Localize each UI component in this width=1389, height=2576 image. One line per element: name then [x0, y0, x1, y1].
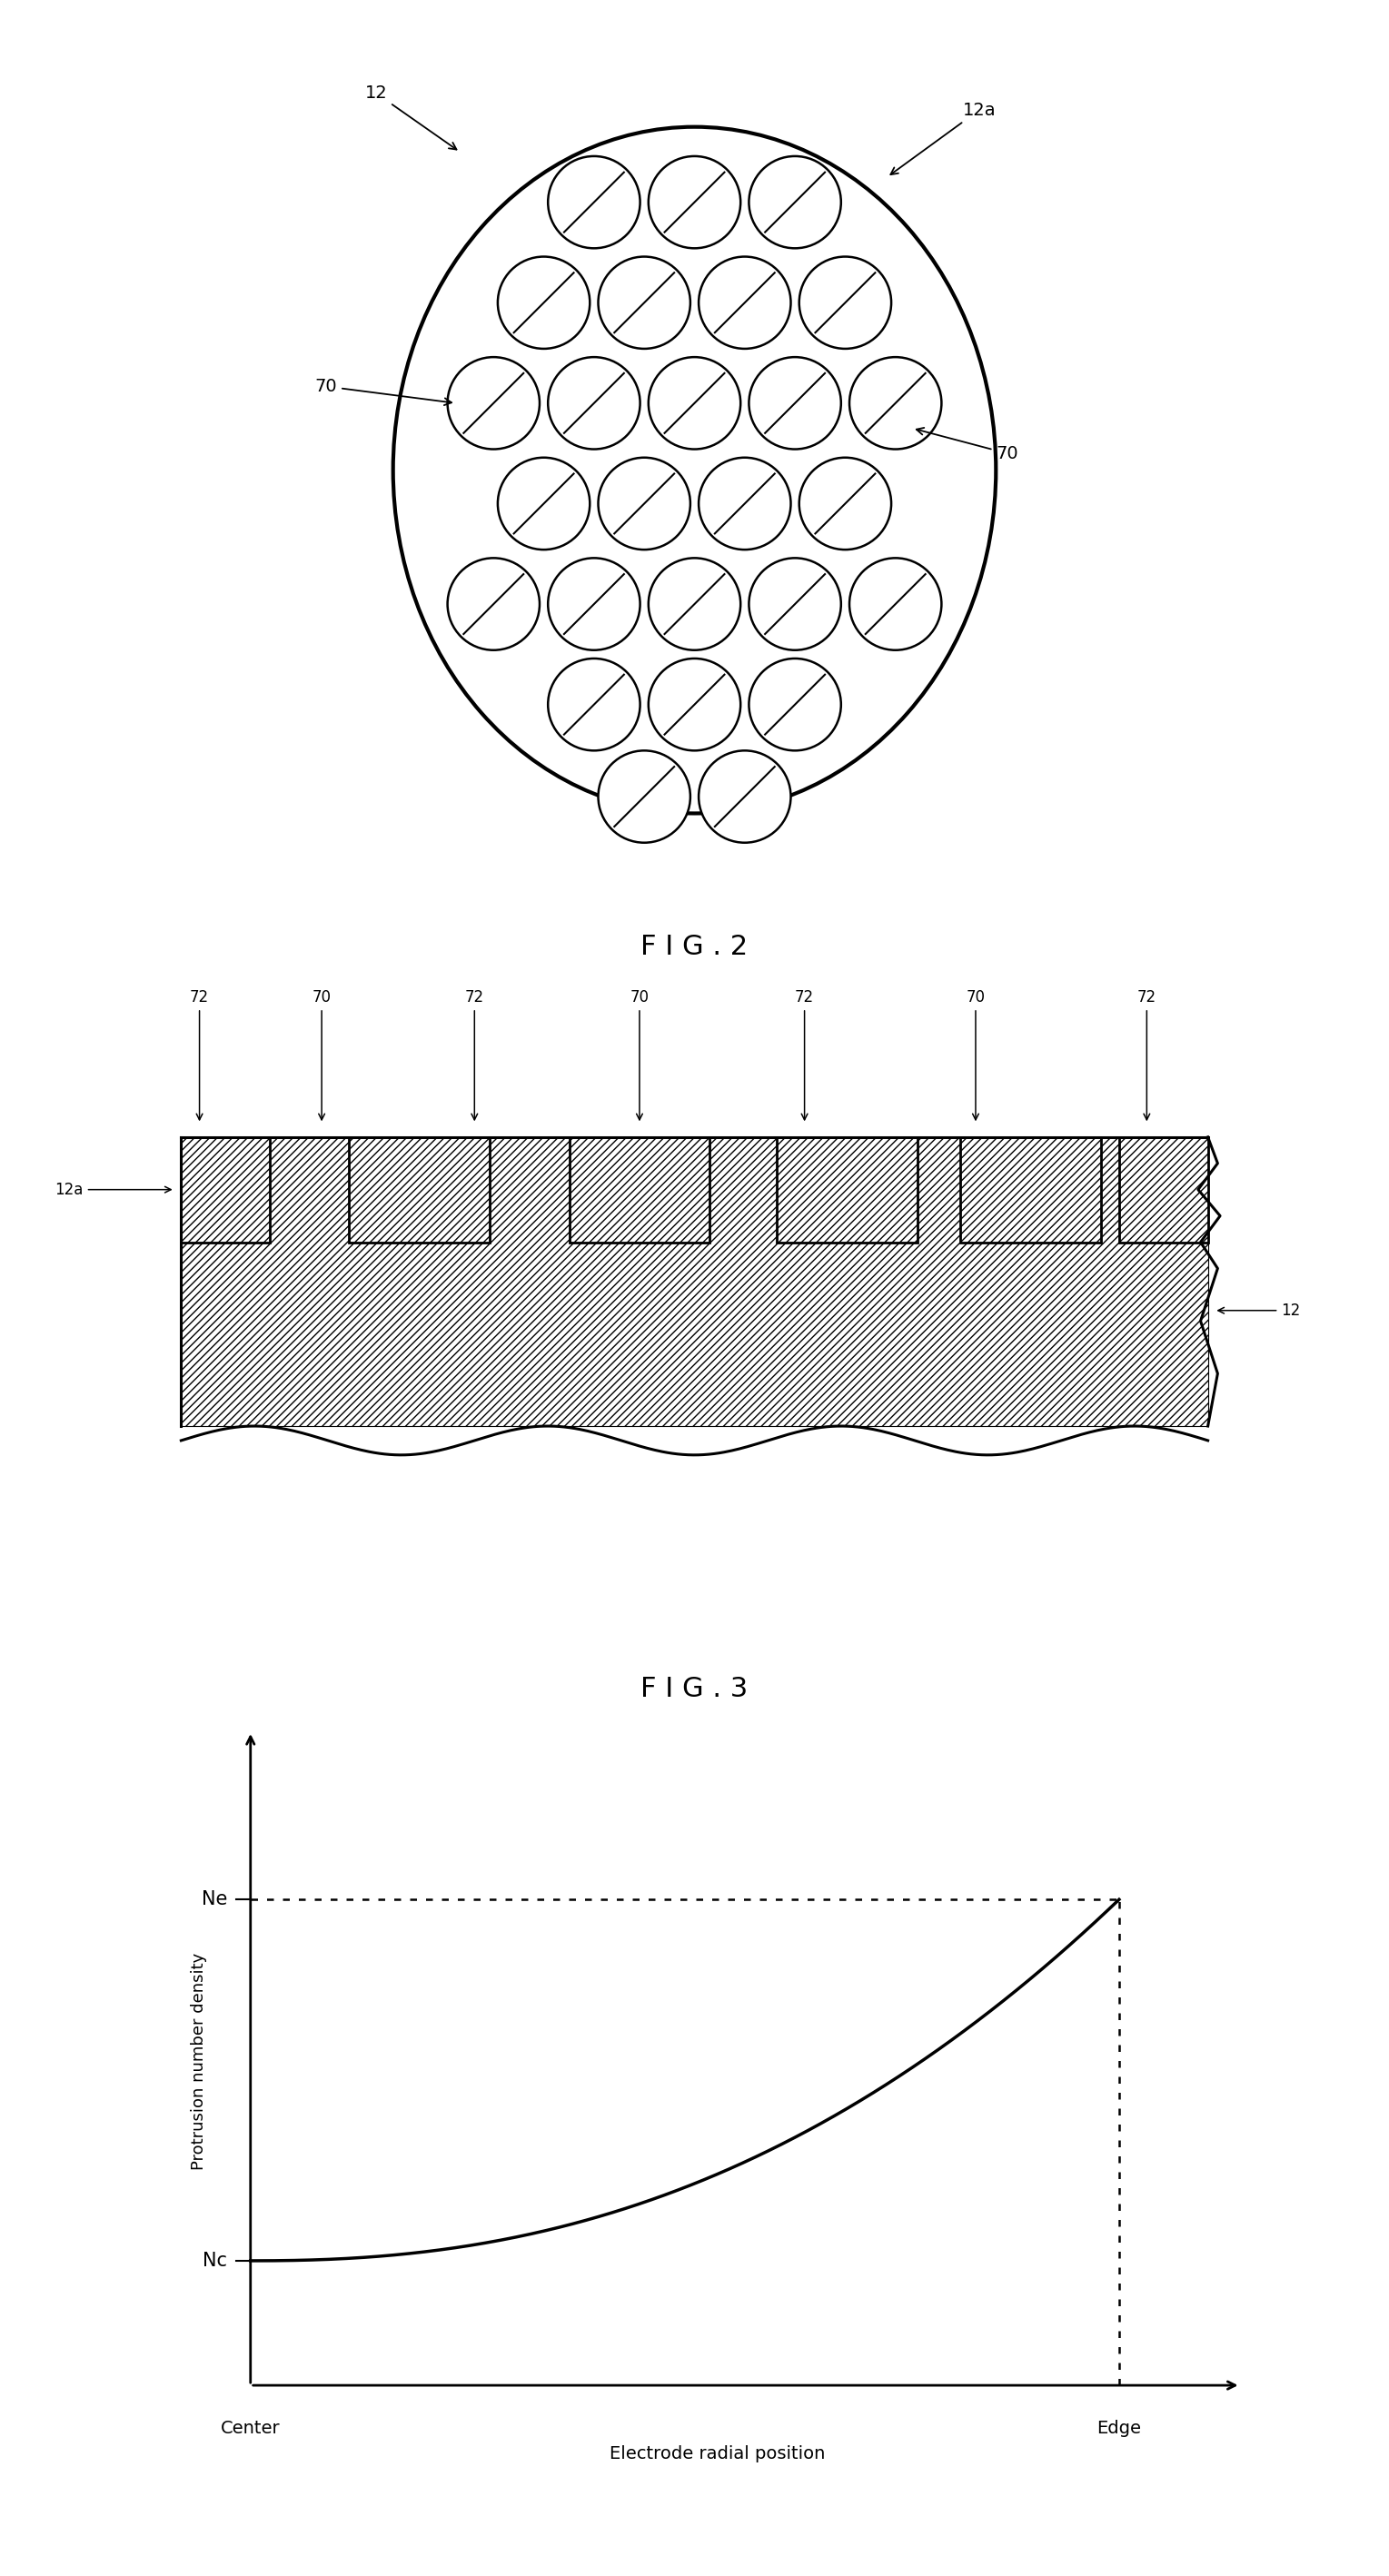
Ellipse shape — [549, 157, 640, 247]
Bar — [776, 1136, 918, 1242]
Ellipse shape — [850, 559, 942, 649]
Text: 70: 70 — [967, 989, 985, 1121]
Bar — [181, 1136, 269, 1242]
Ellipse shape — [497, 459, 590, 549]
Ellipse shape — [850, 358, 942, 448]
Bar — [776, 1136, 918, 1242]
Ellipse shape — [749, 659, 840, 750]
Text: 12a: 12a — [54, 1182, 171, 1198]
Text: Edge: Edge — [1097, 2419, 1142, 2437]
Bar — [181, 1136, 1208, 1427]
Bar — [349, 1136, 490, 1242]
Text: 70: 70 — [315, 379, 451, 404]
Ellipse shape — [649, 157, 740, 247]
Ellipse shape — [649, 559, 740, 649]
Ellipse shape — [549, 659, 640, 750]
Ellipse shape — [549, 358, 640, 448]
Ellipse shape — [649, 659, 740, 750]
Bar — [1120, 1136, 1208, 1242]
Text: 72: 72 — [1138, 989, 1157, 1121]
Bar — [960, 1136, 1101, 1242]
Ellipse shape — [599, 750, 690, 842]
Text: 70: 70 — [313, 989, 331, 1121]
Bar — [960, 1136, 1101, 1242]
Bar — [569, 1136, 710, 1242]
Ellipse shape — [799, 258, 892, 348]
Ellipse shape — [749, 358, 840, 448]
Bar — [960, 1136, 1101, 1242]
Ellipse shape — [749, 559, 840, 649]
Bar — [349, 1136, 490, 1242]
Ellipse shape — [447, 358, 539, 448]
Text: Ne: Ne — [201, 1891, 228, 1909]
Text: 12: 12 — [365, 85, 457, 149]
Text: 70: 70 — [631, 989, 649, 1121]
Text: F I G . 3: F I G . 3 — [640, 1674, 749, 1703]
Bar — [181, 1136, 269, 1242]
Ellipse shape — [649, 358, 740, 448]
Ellipse shape — [497, 258, 590, 348]
Text: 70: 70 — [917, 428, 1018, 461]
Bar — [181, 1136, 1208, 1427]
Text: Electrode radial position: Electrode radial position — [610, 2445, 825, 2463]
Bar — [349, 1136, 490, 1242]
Ellipse shape — [749, 157, 840, 247]
Text: 12: 12 — [1218, 1303, 1300, 1319]
Ellipse shape — [549, 559, 640, 649]
Bar — [1120, 1136, 1208, 1242]
Bar — [776, 1136, 918, 1242]
Ellipse shape — [799, 459, 892, 549]
Bar — [569, 1136, 710, 1242]
Text: 72: 72 — [190, 989, 210, 1121]
Ellipse shape — [599, 459, 690, 549]
Text: F I G . 2: F I G . 2 — [640, 935, 749, 961]
Text: Protrusion number density: Protrusion number density — [190, 1953, 207, 2169]
Text: 72: 72 — [795, 989, 814, 1121]
Ellipse shape — [447, 559, 539, 649]
Text: 72: 72 — [465, 989, 485, 1121]
Ellipse shape — [599, 258, 690, 348]
Ellipse shape — [699, 258, 790, 348]
Text: 12a: 12a — [890, 100, 996, 175]
Text: Nc: Nc — [203, 2251, 228, 2269]
Bar — [1120, 1136, 1208, 1242]
Ellipse shape — [699, 750, 790, 842]
Ellipse shape — [393, 126, 996, 814]
Text: Center: Center — [221, 2419, 281, 2437]
Bar — [569, 1136, 710, 1242]
Bar — [181, 1136, 269, 1242]
Ellipse shape — [699, 459, 790, 549]
